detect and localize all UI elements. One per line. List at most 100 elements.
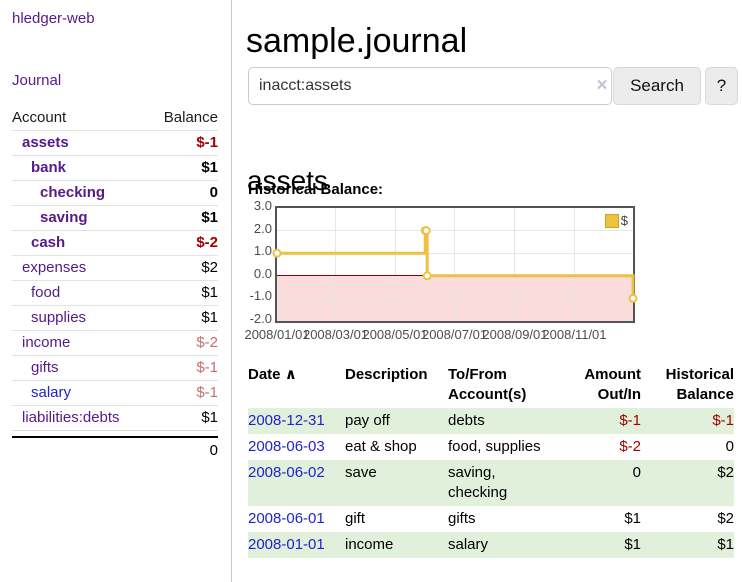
accounts-table: Account Balance assets $-1 bank $1 checking 0… xyxy=(12,105,218,464)
chart-vgridline xyxy=(394,208,396,321)
y-axis-tick-label: -2.0 xyxy=(249,311,272,326)
transaction-balance-cell: $1 xyxy=(717,536,734,553)
account-row: bank $1 xyxy=(12,155,218,180)
account-row: assets $-1 xyxy=(12,130,218,155)
transaction-row: 2008-06-03 eat & shop food, supplies $-2 0 xyxy=(248,434,734,460)
chart-hgridline xyxy=(277,297,633,299)
transaction-accounts-cell: saving, checking xyxy=(448,464,508,501)
account-link[interactable]: liabilities:debts xyxy=(22,409,120,426)
chart-plot-area: $ xyxy=(272,206,638,323)
app-brand-link[interactable]: hledger-web xyxy=(12,10,95,27)
y-axis-tick-label: 0.0 xyxy=(253,265,272,281)
register-column-header: To/From Account(s) xyxy=(448,366,527,403)
account-balance: 0 xyxy=(209,184,218,201)
transaction-date-cell: 2008-06-03 xyxy=(248,434,345,460)
transaction-balance-cell: 0 xyxy=(725,438,734,455)
accounts-table-header: Account Balance xyxy=(12,105,218,130)
help-button[interactable]: ? xyxy=(705,67,738,105)
chart-vgridline xyxy=(335,208,337,321)
x-axis-tick-label: 2008/07/01 xyxy=(421,327,488,342)
y-axis-tick-label: -1.0 xyxy=(249,288,272,304)
account-link[interactable]: gifts xyxy=(31,359,59,376)
account-link[interactable]: cash xyxy=(31,234,66,251)
balance-series-line xyxy=(272,226,638,303)
account-row: income $-2 xyxy=(12,330,218,355)
x-axis-tick-label: 2008/03/01 xyxy=(302,327,369,342)
account-row: food $1 xyxy=(12,280,218,305)
account-link[interactable]: income xyxy=(22,334,71,351)
sidebar: hledger-web Journal Account Balance asse… xyxy=(0,0,232,582)
data-point-marker xyxy=(422,271,432,281)
transaction-date-link[interactable]: 2008-06-03 xyxy=(248,438,325,455)
account-link[interactable]: saving xyxy=(40,209,88,226)
account-link[interactable]: supplies xyxy=(31,309,87,326)
transaction-accounts-cell: salary xyxy=(448,536,489,553)
chart-vgridline xyxy=(514,208,516,321)
data-point-marker xyxy=(272,248,282,258)
account-row: cash $-2 xyxy=(12,230,218,255)
search-input[interactable] xyxy=(248,67,612,105)
transaction-date-cell: 2008-01-01 xyxy=(248,532,345,558)
transaction-date-link[interactable]: 2008-12-31 xyxy=(248,412,325,429)
sidebar-item-journal[interactable]: Journal xyxy=(12,72,62,89)
x-axis-tick-label: 2008/05/01 xyxy=(362,327,428,342)
account-balance: $1 xyxy=(201,159,218,176)
transaction-balance-cell: $2 xyxy=(717,464,734,481)
account-row: saving $1 xyxy=(12,205,218,230)
account-row: salary $-1 xyxy=(12,380,218,405)
account-balance: $1 xyxy=(201,209,218,226)
transaction-accounts-cell: gifts xyxy=(448,510,476,527)
transaction-date-cell: 2008-12-31 xyxy=(248,408,345,434)
account-balance: $-1 xyxy=(196,384,218,401)
transaction-row: 2008-01-01 income salary $1 $1 xyxy=(248,532,734,558)
transaction-date-link[interactable]: 2008-06-01 xyxy=(248,510,325,527)
chart-hgridline xyxy=(277,252,633,254)
chart-vgridline xyxy=(573,208,575,321)
transaction-amount-cell: $-2 xyxy=(619,438,641,455)
transaction-amount-cell: 0 xyxy=(632,464,641,481)
account-link[interactable]: assets xyxy=(22,134,69,151)
grand-total-row: 0 xyxy=(12,438,218,464)
account-link[interactable]: checking xyxy=(40,184,106,201)
data-point-marker xyxy=(421,226,431,236)
account-row: expenses $2 xyxy=(12,255,218,280)
transaction-row: 2008-06-01 gift gifts $1 $2 xyxy=(248,506,734,532)
transaction-date-link[interactable]: 2008-06-02 xyxy=(248,464,325,481)
account-link[interactable]: salary xyxy=(31,384,72,401)
transaction-date-cell: 2008-06-01 xyxy=(248,506,345,532)
account-link[interactable]: bank xyxy=(31,159,67,176)
account-row: liabilities:debts $1 xyxy=(12,405,218,430)
page-title: sample.journal xyxy=(246,21,468,60)
legend-label: $ xyxy=(620,213,628,228)
y-axis-tick-label: 3.0 xyxy=(253,198,272,213)
transaction-balance-cell: $-1 xyxy=(712,412,734,429)
account-balance: $1 xyxy=(201,409,218,426)
account-row: gifts $-1 xyxy=(12,355,218,380)
transaction-amount-cell: $-1 xyxy=(619,412,641,429)
search-button[interactable]: Search xyxy=(613,67,701,105)
account-link[interactable]: expenses xyxy=(22,259,87,276)
register-column-header: Historical Balance xyxy=(665,366,734,403)
grand-total-value: 0 xyxy=(209,442,218,459)
account-column-header: Account xyxy=(12,109,67,126)
transaction-date-link[interactable]: 2008-01-01 xyxy=(248,536,325,553)
account-balance: $-1 xyxy=(196,134,218,151)
account-balance: $2 xyxy=(201,259,218,276)
transaction-description-cell: eat & shop xyxy=(345,438,417,455)
transaction-balance-cell: $2 xyxy=(717,510,734,527)
register-column-header: Description xyxy=(345,366,428,383)
y-axis-tick-label: 2.0 xyxy=(253,220,272,236)
data-point-marker xyxy=(628,293,638,303)
register-column-header[interactable]: Date ∧ xyxy=(248,366,297,383)
transaction-row: 2008-12-31 pay off debts $-1 $-1 xyxy=(248,408,734,434)
balance-column-header: Balance xyxy=(163,109,218,126)
account-row: checking 0 xyxy=(12,180,218,205)
chart-hgridline xyxy=(277,230,633,232)
account-balance: $1 xyxy=(201,309,218,326)
clear-search-icon[interactable]: × xyxy=(596,75,608,96)
transaction-amount-cell: $1 xyxy=(624,510,641,527)
account-balance: $1 xyxy=(201,284,218,301)
x-axis-tick-label: 2008/09/01 xyxy=(482,327,548,342)
register-column-header: Amount Out/In xyxy=(584,366,641,403)
account-link[interactable]: food xyxy=(31,284,61,301)
